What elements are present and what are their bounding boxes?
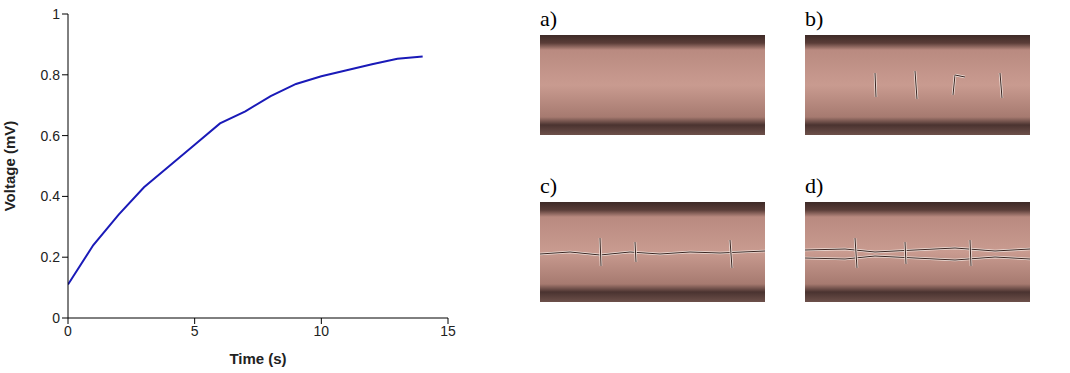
- html-text:b): b): [805, 6, 824, 31]
- html-text:c): c): [540, 173, 558, 198]
- svg-text:0: 0: [64, 323, 72, 339]
- svg-text:0.8: 0.8: [41, 67, 61, 83]
- svg-text:1: 1: [52, 6, 60, 22]
- html-text:a): a): [540, 6, 558, 31]
- svg-text:Voltage (mV): Voltage (mV): [1, 121, 18, 212]
- svg-text:15: 15: [440, 323, 456, 339]
- svg-text:Time (s): Time (s): [229, 350, 286, 367]
- svg-text:10: 10: [314, 323, 330, 339]
- svg-text:0.6: 0.6: [41, 128, 61, 144]
- svg-text:0: 0: [52, 310, 60, 326]
- svg-text:0.4: 0.4: [41, 188, 61, 204]
- svg-text:5: 5: [191, 323, 199, 339]
- svg-text:0.2: 0.2: [41, 249, 61, 265]
- html-text:d): d): [805, 173, 824, 198]
